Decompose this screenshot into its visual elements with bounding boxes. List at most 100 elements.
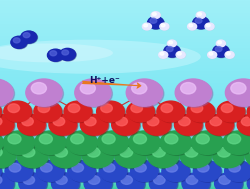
Circle shape <box>156 101 184 122</box>
Circle shape <box>152 147 165 157</box>
Circle shape <box>164 46 180 58</box>
Circle shape <box>39 134 52 144</box>
Circle shape <box>216 40 225 47</box>
Circle shape <box>119 147 132 157</box>
Circle shape <box>192 17 208 29</box>
Circle shape <box>80 83 95 94</box>
Circle shape <box>21 31 37 43</box>
Circle shape <box>100 161 127 182</box>
Circle shape <box>142 23 151 30</box>
Circle shape <box>48 50 64 62</box>
Circle shape <box>146 117 158 126</box>
Circle shape <box>22 147 35 157</box>
Circle shape <box>0 102 2 123</box>
Circle shape <box>87 147 100 157</box>
Circle shape <box>0 161 2 182</box>
Circle shape <box>148 17 164 29</box>
Circle shape <box>157 102 185 123</box>
Circle shape <box>68 161 96 182</box>
Circle shape <box>0 117 2 126</box>
Circle shape <box>227 134 240 144</box>
Circle shape <box>38 104 50 112</box>
Circle shape <box>167 40 176 47</box>
Circle shape <box>102 134 115 144</box>
Circle shape <box>216 40 224 47</box>
Circle shape <box>66 131 97 154</box>
Circle shape <box>0 115 15 136</box>
Circle shape <box>159 23 168 30</box>
Circle shape <box>116 145 147 169</box>
Circle shape <box>164 134 177 144</box>
Circle shape <box>181 145 212 169</box>
Circle shape <box>176 52 185 58</box>
Circle shape <box>23 176 34 184</box>
Circle shape <box>160 131 190 154</box>
Circle shape <box>188 24 192 27</box>
Circle shape <box>204 23 213 30</box>
Circle shape <box>84 117 96 126</box>
Circle shape <box>149 173 176 189</box>
Circle shape <box>5 102 32 123</box>
Circle shape <box>247 174 250 189</box>
Circle shape <box>36 161 64 181</box>
Circle shape <box>184 147 197 157</box>
Circle shape <box>4 101 31 122</box>
Circle shape <box>50 144 80 168</box>
Circle shape <box>60 49 76 61</box>
Circle shape <box>182 174 210 189</box>
Circle shape <box>220 104 232 112</box>
Circle shape <box>0 145 17 169</box>
Circle shape <box>17 144 48 168</box>
Circle shape <box>97 102 125 123</box>
Circle shape <box>163 45 179 57</box>
Circle shape <box>117 174 145 189</box>
Circle shape <box>103 163 115 172</box>
Circle shape <box>224 51 233 58</box>
Circle shape <box>82 144 113 168</box>
Circle shape <box>196 12 204 19</box>
Circle shape <box>0 174 15 189</box>
Circle shape <box>53 117 64 126</box>
Circle shape <box>0 147 2 157</box>
Circle shape <box>247 102 250 123</box>
Circle shape <box>217 41 221 44</box>
Circle shape <box>224 52 234 58</box>
Circle shape <box>131 83 146 94</box>
Circle shape <box>150 174 177 189</box>
Circle shape <box>84 173 111 189</box>
Circle shape <box>0 114 14 135</box>
Circle shape <box>142 23 151 30</box>
Circle shape <box>223 132 250 155</box>
Circle shape <box>127 102 155 123</box>
Circle shape <box>12 37 28 49</box>
Circle shape <box>196 12 205 19</box>
Circle shape <box>213 46 229 58</box>
Circle shape <box>240 117 250 126</box>
Circle shape <box>246 173 250 189</box>
Circle shape <box>34 131 66 154</box>
Circle shape <box>147 144 178 168</box>
Circle shape <box>194 18 201 23</box>
Circle shape <box>162 161 190 182</box>
Circle shape <box>197 13 201 15</box>
Text: H⁺+e⁻: H⁺+e⁻ <box>89 76 120 85</box>
Circle shape <box>120 176 132 184</box>
Circle shape <box>67 132 98 155</box>
Circle shape <box>34 101 61 122</box>
Circle shape <box>62 50 68 55</box>
Circle shape <box>230 83 245 94</box>
Circle shape <box>209 117 221 126</box>
Circle shape <box>174 114 201 135</box>
Circle shape <box>97 131 128 154</box>
Circle shape <box>31 83 46 94</box>
Circle shape <box>193 17 209 29</box>
Circle shape <box>204 23 214 30</box>
Circle shape <box>158 52 168 58</box>
Circle shape <box>59 48 75 60</box>
Circle shape <box>37 161 65 182</box>
Circle shape <box>3 131 34 154</box>
Circle shape <box>83 145 114 169</box>
Circle shape <box>166 163 177 172</box>
Circle shape <box>196 163 208 172</box>
Circle shape <box>18 114 45 135</box>
